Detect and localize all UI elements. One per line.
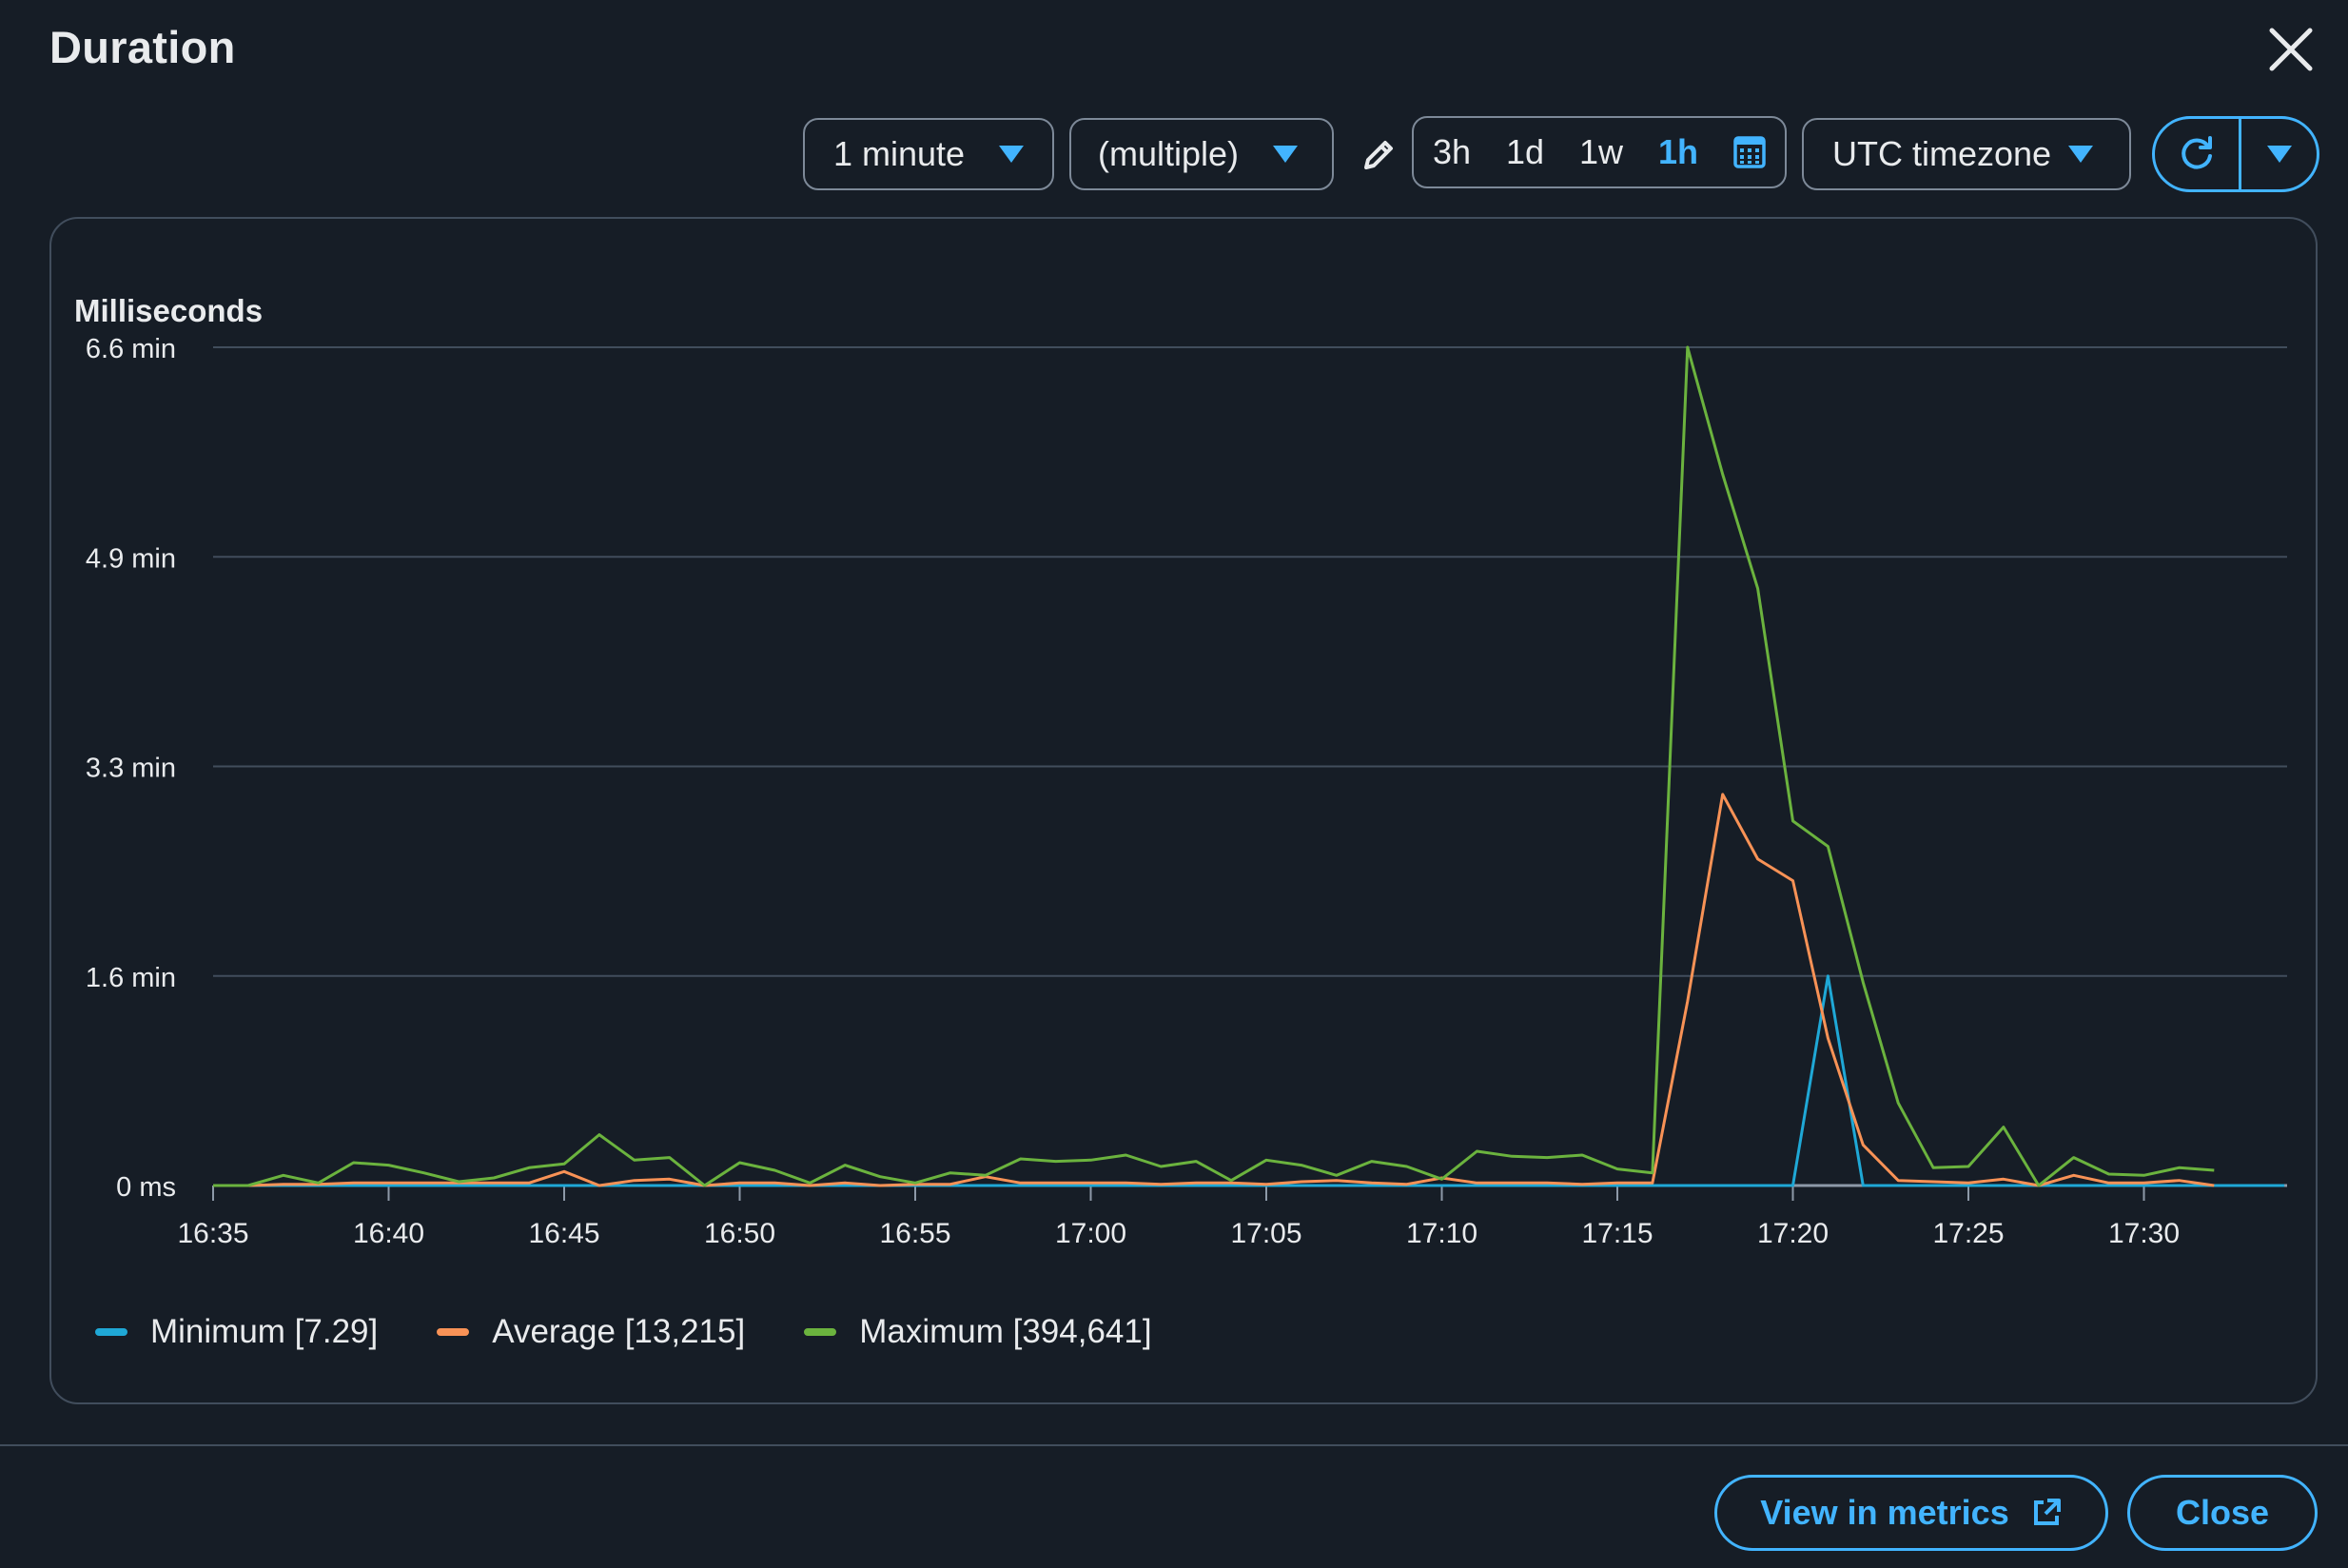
legend-item-average[interactable]: Average [13,215] xyxy=(437,1313,745,1351)
legend-swatch xyxy=(437,1328,470,1336)
x-tick-label: 16:35 xyxy=(177,1218,248,1249)
external-link-icon xyxy=(2033,1499,2061,1525)
timezone-select[interactable]: UTC timezone xyxy=(1802,118,2131,190)
legend-swatch xyxy=(804,1328,837,1336)
range-3h[interactable]: 3h xyxy=(1433,132,1472,171)
time-range-group: 3h 1d 1w 1h xyxy=(1412,116,1787,188)
refresh-options-dropdown[interactable] xyxy=(2241,119,2317,189)
footer-divider xyxy=(0,1444,2348,1446)
x-tick-label: 17:10 xyxy=(1406,1218,1477,1249)
statistic-select[interactable]: (multiple) xyxy=(1069,118,1334,190)
legend-label: Average [13,215] xyxy=(492,1313,746,1350)
x-tick-label: 17:30 xyxy=(2108,1218,2180,1249)
timezone-value: UTC timezone xyxy=(1832,134,2052,173)
calendar-icon[interactable] xyxy=(1733,136,1766,168)
chevron-down-icon xyxy=(1273,146,1298,163)
chevron-down-icon xyxy=(2266,146,2292,163)
chevron-down-icon xyxy=(2068,146,2093,163)
x-tick-label: 17:20 xyxy=(1757,1218,1829,1249)
y-tick-label: 3.3 min xyxy=(86,754,176,784)
x-tick-label: 17:00 xyxy=(1055,1218,1126,1249)
y-tick-label: 4.9 min xyxy=(86,543,176,574)
legend-label: Maximum [394,641] xyxy=(859,1313,1152,1350)
refresh-icon xyxy=(2182,136,2212,169)
legend-swatch xyxy=(95,1328,127,1336)
series-line-maximum xyxy=(213,345,2215,1187)
y-tick-label: 1.6 min xyxy=(86,963,176,993)
y-tick-label: 0 ms xyxy=(116,1172,176,1203)
statistic-value: (multiple) xyxy=(1098,134,1240,173)
series-line-average xyxy=(213,793,2215,1187)
period-select[interactable]: 1 minute xyxy=(803,118,1054,190)
refresh-button-group xyxy=(2152,116,2319,192)
line-chart: Milliseconds 0 ms 1.6 min 3.3 min 4.9 min 6.… xyxy=(74,293,2287,1249)
x-tick-label: 16:50 xyxy=(704,1218,775,1249)
x-tick-label: 16:45 xyxy=(528,1218,599,1249)
chevron-down-icon xyxy=(999,146,1024,163)
x-tick-label: 16:40 xyxy=(353,1218,424,1249)
view-in-metrics-button[interactable]: View in metrics xyxy=(1714,1475,2108,1551)
range-1w[interactable]: 1w xyxy=(1579,132,1624,171)
y-tick-label: 6.6 min xyxy=(86,334,176,364)
period-value: 1 minute xyxy=(833,134,966,173)
close-label: Close xyxy=(2175,1493,2270,1532)
edit-pencil-icon[interactable] xyxy=(1359,135,1399,175)
x-tick-label: 17:25 xyxy=(1932,1218,2004,1249)
refresh-button[interactable] xyxy=(2155,119,2241,189)
legend-label: Minimum [7.29] xyxy=(150,1313,379,1350)
close-button[interactable]: Close xyxy=(2127,1475,2318,1551)
modal-title: Duration xyxy=(49,22,236,72)
x-tick-label: 17:05 xyxy=(1230,1218,1301,1249)
close-icon[interactable] xyxy=(2264,23,2318,76)
x-tick-label: 16:55 xyxy=(879,1218,950,1249)
series-line-minimum xyxy=(213,974,2285,1187)
legend-item-maximum[interactable]: Maximum [394,641] xyxy=(804,1313,1152,1351)
x-tick-label: 17:15 xyxy=(1581,1218,1653,1249)
chart-legend: Minimum [7.29] Average [13,215] Maximum … xyxy=(95,1313,1152,1351)
range-1d[interactable]: 1d xyxy=(1506,132,1545,171)
chart-panel xyxy=(49,217,2318,1404)
view-in-metrics-label: View in metrics xyxy=(1760,1493,2009,1532)
range-1h[interactable]: 1h xyxy=(1657,132,1698,171)
y-axis-label: Milliseconds xyxy=(74,293,263,328)
legend-item-minimum[interactable]: Minimum [7.29] xyxy=(95,1313,378,1351)
